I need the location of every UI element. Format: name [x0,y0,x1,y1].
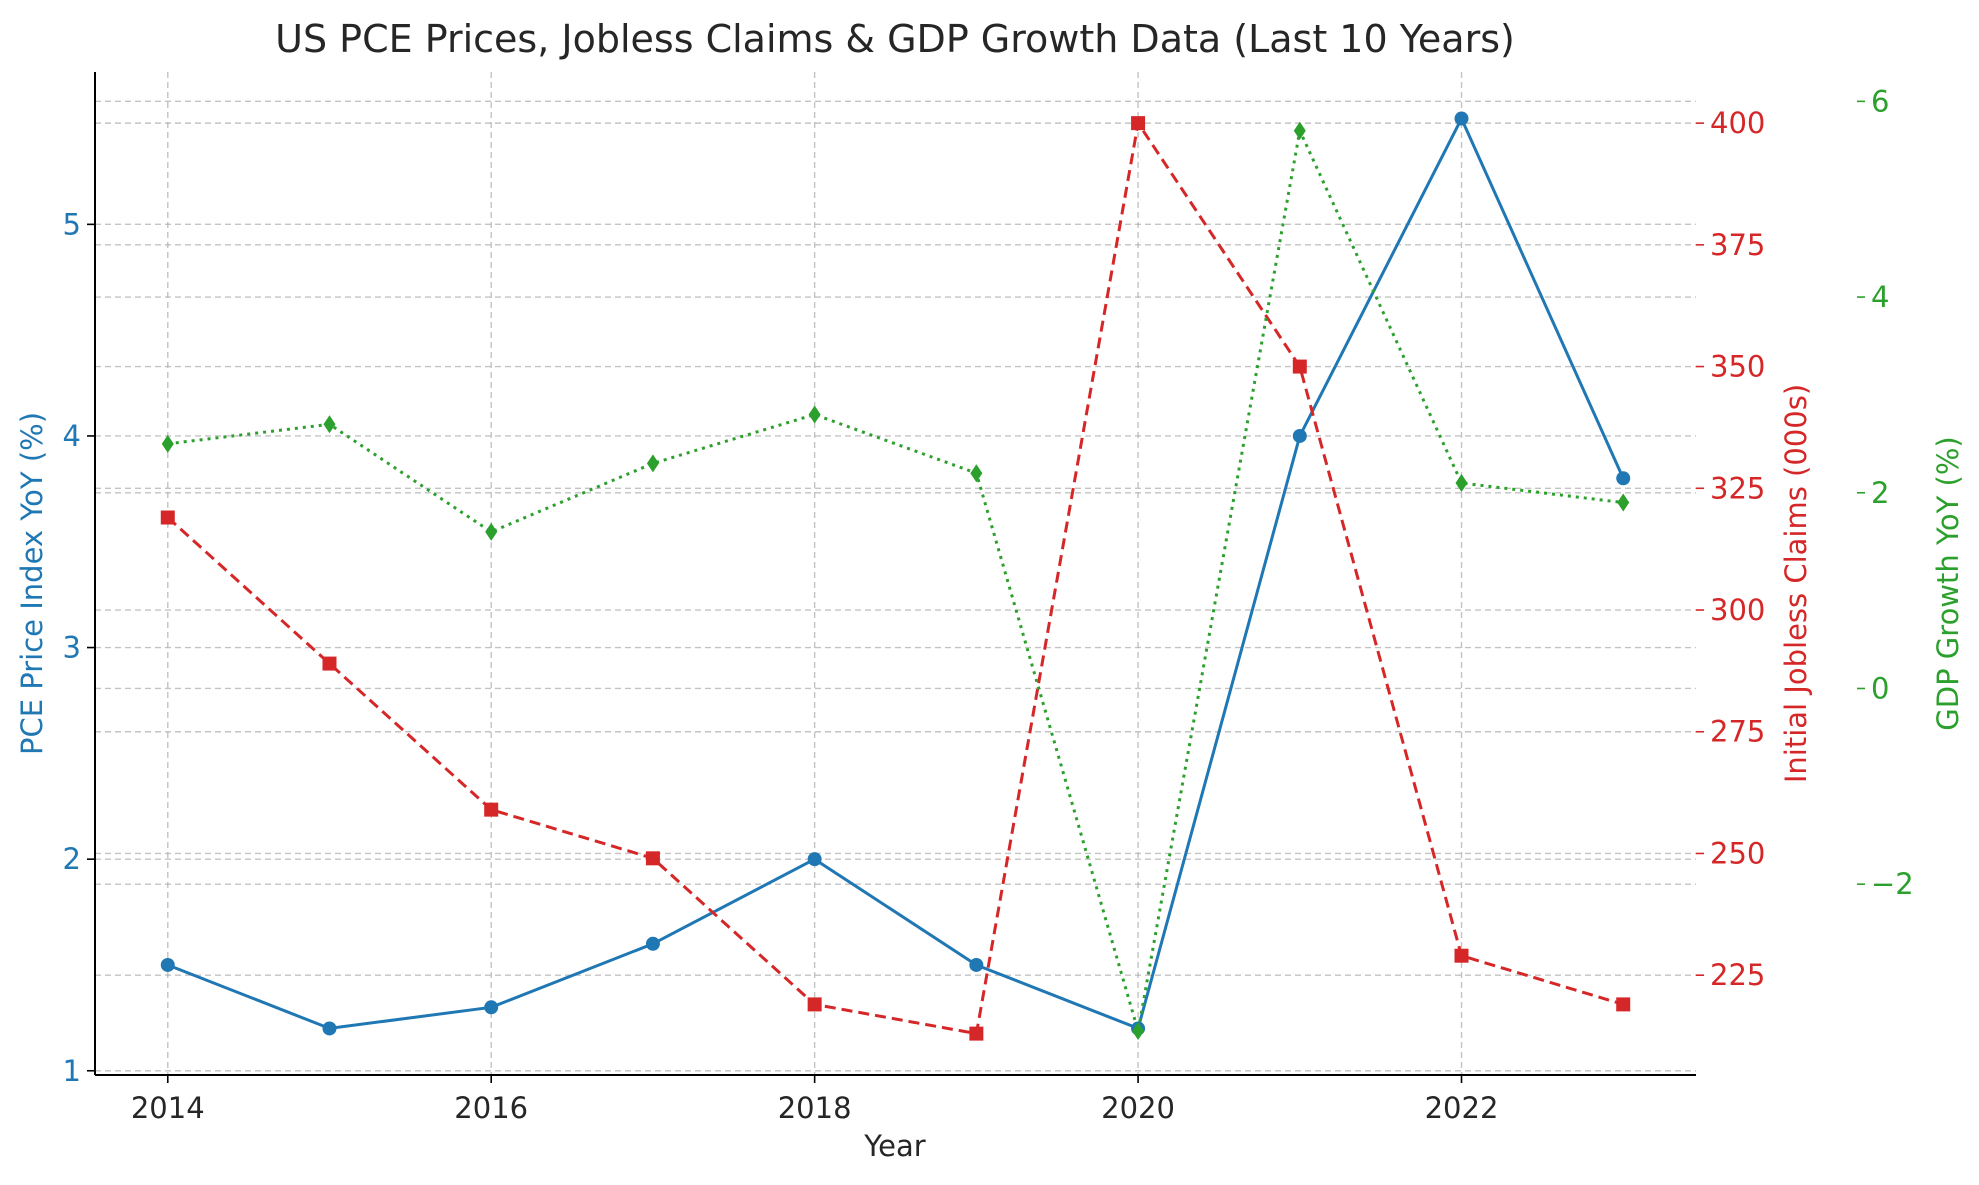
pce-data-point [1616,471,1631,486]
claims-data-point [160,510,175,525]
pce-data-point [807,852,822,867]
x-tick-label: 2018 [778,1091,852,1125]
claims-axis-label: Initial Jobless Claims (000s) [1779,384,1813,783]
x-tick-label: 2016 [454,1091,528,1125]
gdp-axis-label: GDP Growth YoY (%) [1931,436,1965,730]
claims-data-point [1616,997,1631,1012]
claims-tick-label: 350 [1710,350,1765,384]
gdp-data-point [323,415,336,434]
claims-data-point [807,997,822,1012]
gdp-data-point [161,434,174,453]
chart-title: US PCE Prices, Jobless Claims & GDP Grow… [275,17,1515,61]
gdp-tick-label: 4 [1871,280,1889,314]
pce-data-point [1454,111,1469,126]
claims-tick-label: 225 [1710,958,1765,992]
grid-layer [95,72,1696,1075]
gdp-data-point [808,405,821,424]
claims-data-point [969,1026,984,1041]
x-tick-label: 2014 [131,1091,205,1125]
pce-data-point [160,957,175,972]
claims-tick-label: 250 [1710,836,1765,870]
pce-tick-label: 2 [63,842,81,876]
pce-tick-label: 4 [63,419,81,453]
x-tick-label: 2022 [1425,1091,1499,1125]
claims-data-point [1454,948,1469,963]
pce-axis-label: PCE Price Index YoY (%) [15,412,49,755]
claims-tick-label: 400 [1710,106,1765,140]
x-axis-label: Year [863,1129,925,1163]
pce-data-point [322,1021,337,1036]
claims-data-point [322,656,337,671]
gdp-data-point [1617,493,1630,512]
gdp-data-point [1132,1021,1145,1040]
claims-tick-label: 275 [1710,715,1765,749]
series-layer [160,111,1631,1041]
gdp-tick-label: 0 [1871,671,1889,705]
gdp-tick-label: 6 [1871,84,1889,118]
pce-tick-label: 3 [63,631,81,665]
claims-tick-label: 325 [1710,471,1765,505]
pce-data-point [1292,428,1307,443]
pce-tick-label: 5 [63,207,81,241]
claims-tick-label: 375 [1710,228,1765,262]
gdp-data-point [646,454,659,473]
gdp-data-point [1455,473,1468,492]
claims-series-line [166,121,1624,1036]
pce-data-point [645,936,660,951]
gdp-data-point [970,464,983,483]
pce-tick-label: 1 [63,1054,81,1088]
claims-data-point [1292,359,1307,374]
gdp-tick-label: 2 [1871,476,1889,510]
claims-data-point [484,802,499,817]
pce-data-point [484,1000,499,1015]
claims-tick-label: 300 [1710,593,1765,627]
claims-data-point [645,851,660,866]
gdp-tick-label: −2 [1871,867,1914,901]
x-tick-label: 2020 [1101,1091,1175,1125]
gdp-series-line [167,129,1624,1033]
claims-data-point [1131,116,1146,131]
axes-layer: 2014 2016 2018 2020 2022 1 2 3 4 5 PCE Price Index… [15,72,1965,1125]
gdp-data-point [1293,121,1306,140]
gdp-data-point [485,522,498,541]
pce-data-point [969,957,984,972]
pce-series-line [167,117,1625,1030]
